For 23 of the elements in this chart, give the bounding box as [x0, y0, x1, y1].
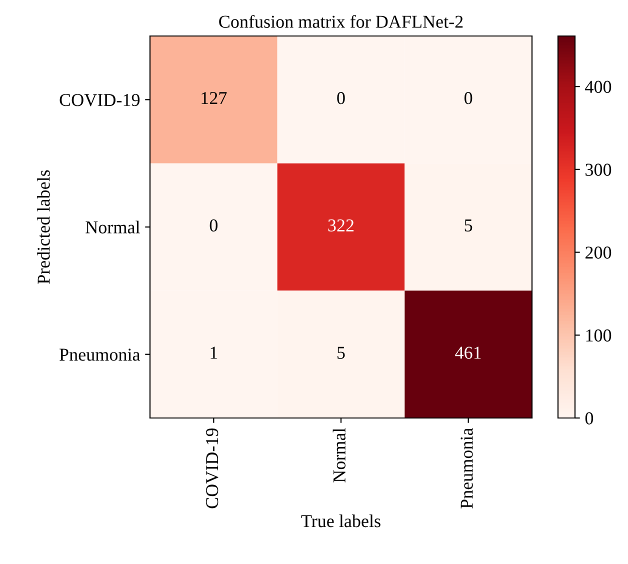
color-bar-label: 300: [586, 164, 612, 176]
color-bar-label: 400: [585, 80, 612, 93]
x-tick-label: Normal: [332, 428, 346, 482]
data-label: 461: [455, 346, 481, 359]
color-bar-label: 0: [585, 412, 594, 424]
x-tick-label: Pneumonia: [460, 428, 473, 508]
color-bar-label: 200: [586, 246, 612, 259]
data-label: 0: [337, 92, 345, 104]
y-tick-label: COVID-19: [60, 94, 140, 106]
data-label: 5: [338, 346, 345, 359]
data-label: 5: [464, 220, 472, 232]
data-label: 0: [464, 92, 472, 104]
data-label: 0: [210, 219, 218, 232]
data-label: 1: [210, 346, 218, 359]
y-tick-label: Pneumonia: [60, 348, 140, 361]
data-label: 322: [328, 219, 354, 232]
x-tick-label: COVID-19: [206, 428, 218, 508]
y-axis-title: Predicted labels: [37, 170, 50, 284]
data-label: 127: [202, 92, 227, 104]
chart-title: Confusion matrix for DAFLNet-2: [219, 14, 463, 28]
color-bar-label: 100: [586, 329, 612, 342]
y-tick-label: Normal: [86, 220, 140, 234]
x-axis-title: True labels: [301, 514, 380, 528]
